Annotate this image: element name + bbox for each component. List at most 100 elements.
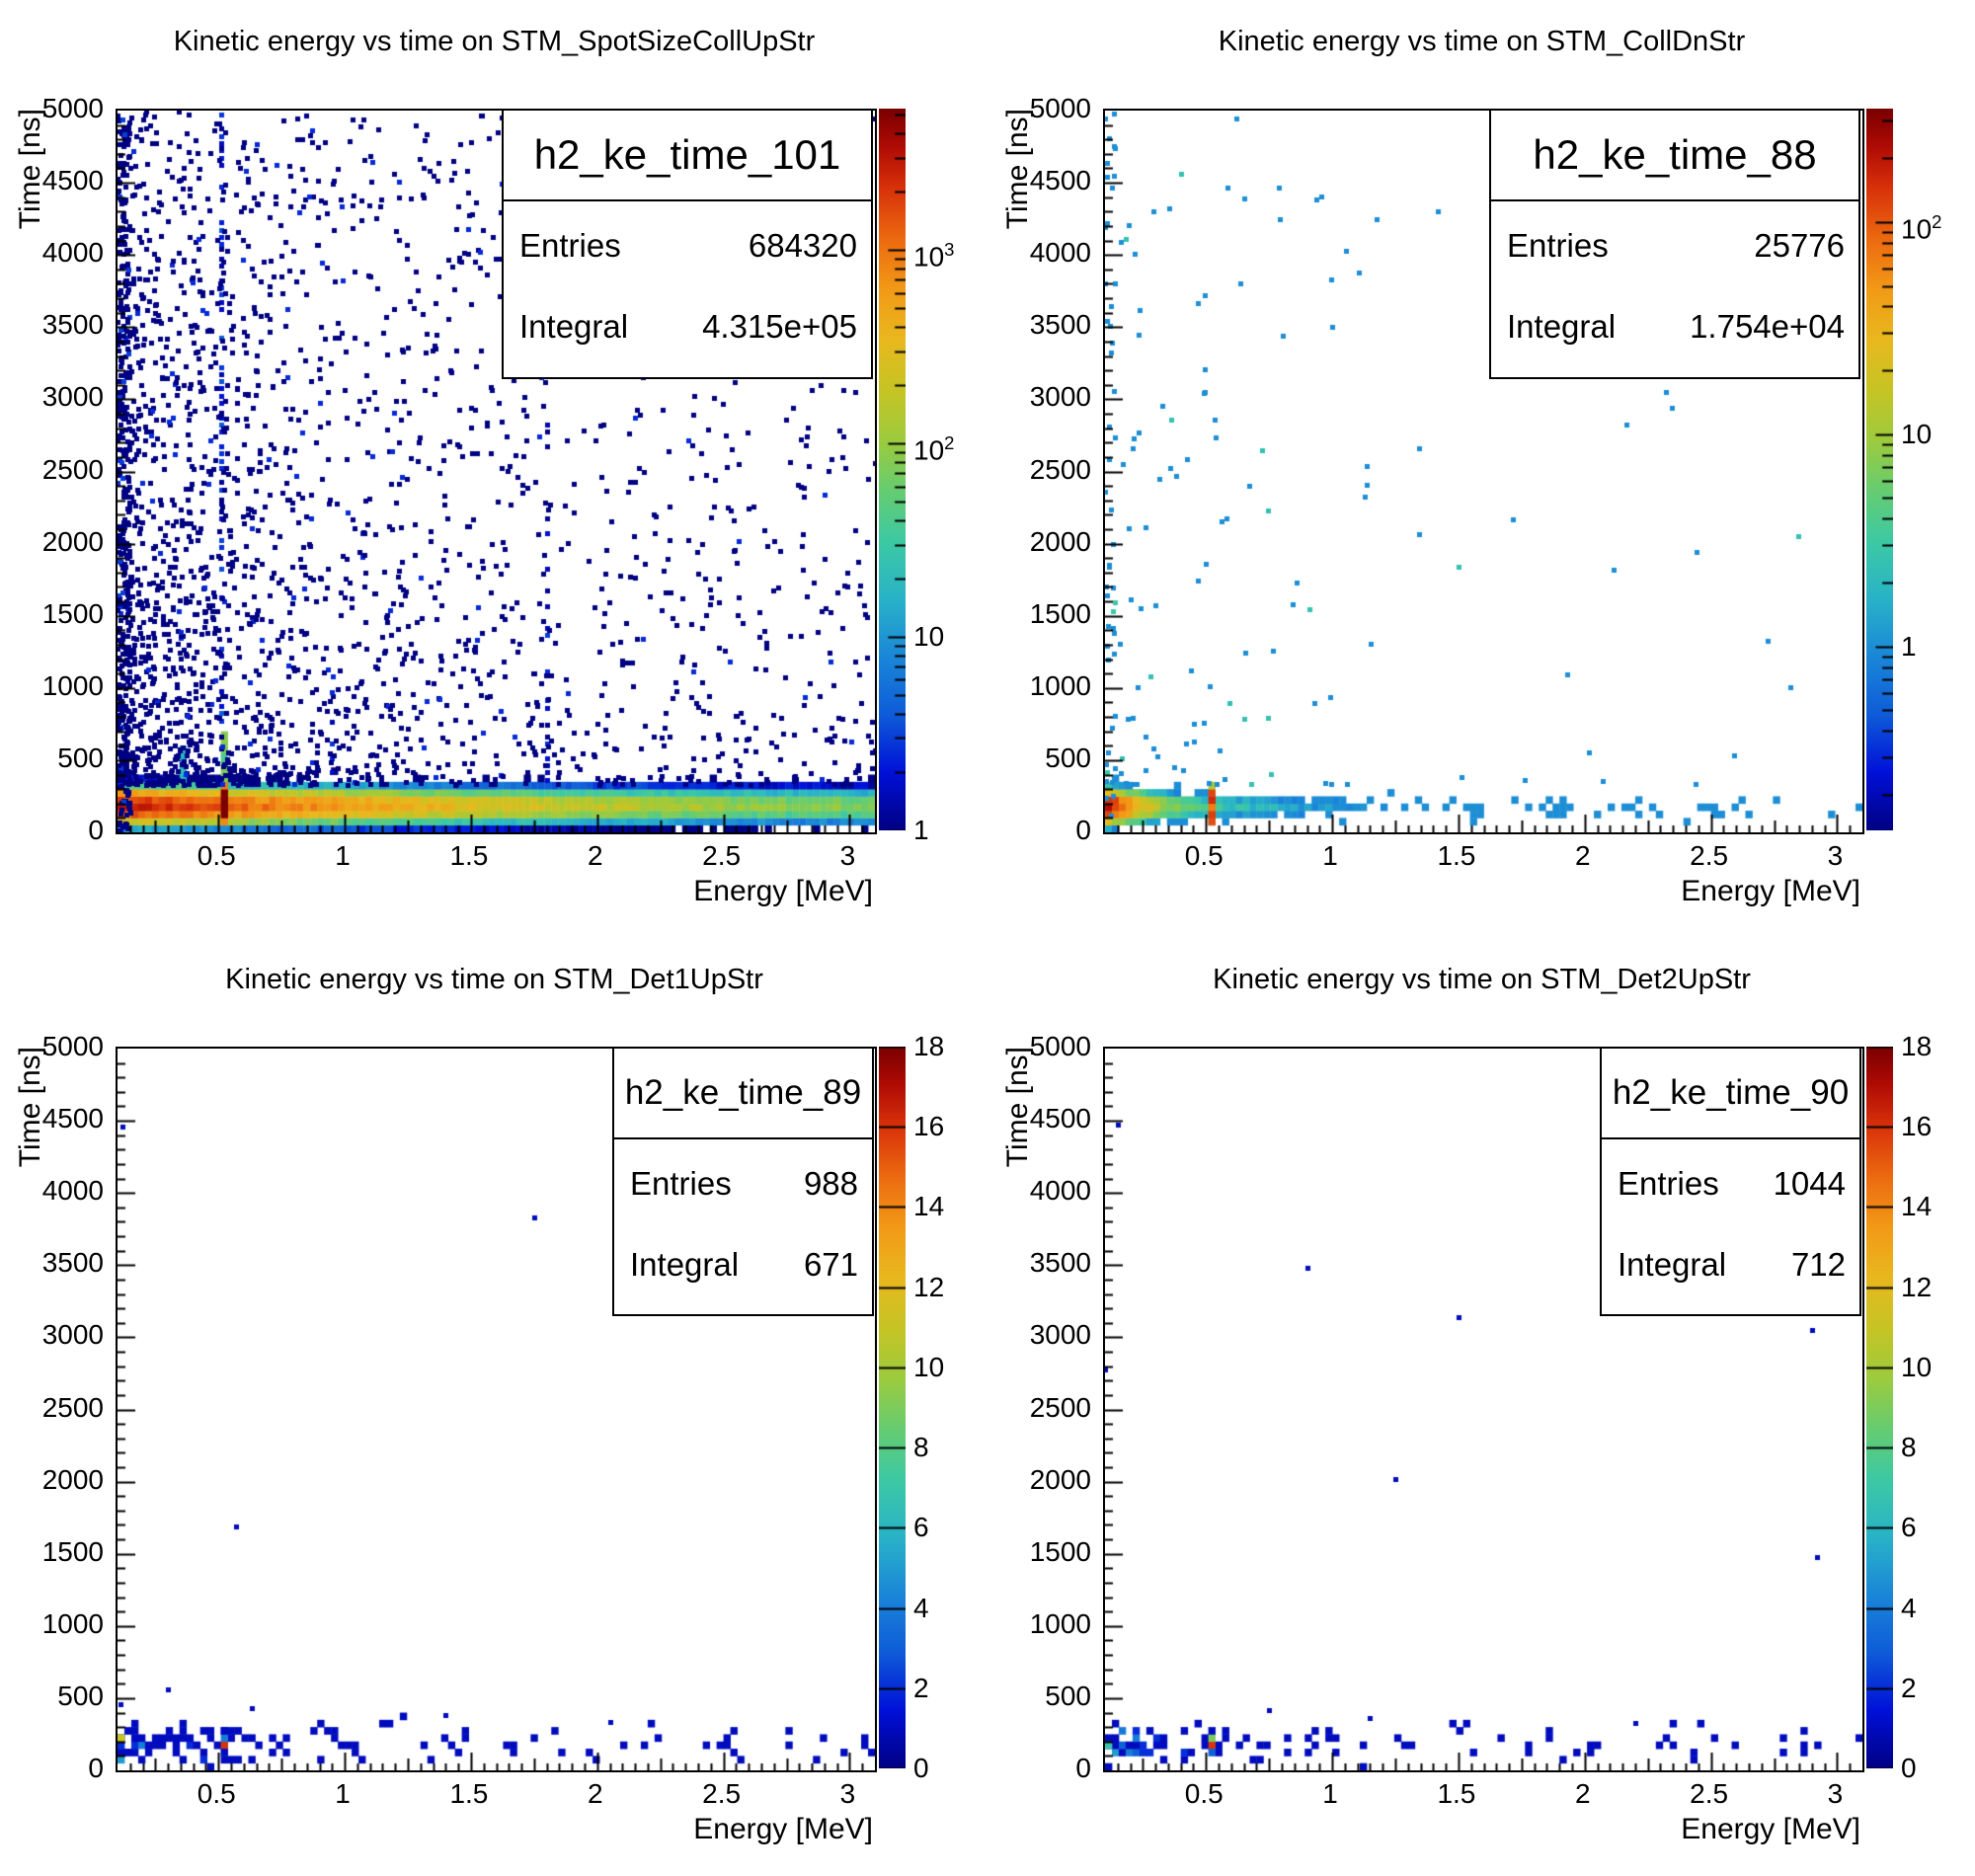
colorbar-tick-label: 102 xyxy=(1901,210,1942,245)
colorbar-tick-label: 14 xyxy=(913,1191,945,1222)
y-tick-label: 5000 xyxy=(1029,93,1091,123)
colorbar-tick-label: 16 xyxy=(913,1111,945,1142)
stats-integral-label: Integral xyxy=(519,308,629,345)
colorbar-tick-label: 16 xyxy=(1901,1111,1933,1142)
y-tick-label: 1500 xyxy=(1029,1535,1091,1567)
x-tick-label: 3 xyxy=(839,1778,856,1809)
y-tick-label: 2500 xyxy=(41,1391,104,1423)
y-tick-label: 2500 xyxy=(1029,453,1091,485)
stats-box: h2_ke_time_89 Entries 988 Integral 671 xyxy=(612,1047,874,1316)
y-tick-label: 500 xyxy=(1045,742,1091,773)
colorbar-tick-label: 4 xyxy=(913,1592,929,1623)
y-tick-label: 0 xyxy=(1075,1753,1091,1783)
y-tick-label: 1000 xyxy=(1029,669,1091,701)
stats-box: h2_ke_time_88 Entries 25776 Integral 1.754… xyxy=(1489,109,1860,379)
stats-histogram-name: h2_ke_time_90 xyxy=(1602,1049,1859,1139)
plot-title: Kinetic energy vs time on STM_CollDnStr xyxy=(1218,26,1746,57)
y-tick-label: 4000 xyxy=(41,237,104,269)
stats-entries-value: 25776 xyxy=(1754,227,1845,264)
x-axis-title: Energy [MeV] xyxy=(1681,875,1860,907)
y-tick-label: 4500 xyxy=(1029,165,1091,196)
y-tick-label: 3500 xyxy=(41,309,104,341)
y-tick-label: 2500 xyxy=(41,453,104,485)
y-tick-label: 3500 xyxy=(1029,1247,1091,1279)
stats-integral-value: 1.754e+04 xyxy=(1690,308,1845,345)
y-tick-label: 4500 xyxy=(41,165,104,196)
colorbar xyxy=(1866,1047,1893,1768)
y-tick-label: 3000 xyxy=(1029,1319,1091,1351)
colorbar-tick-label: 102 xyxy=(913,432,955,466)
y-tick-label: 0 xyxy=(88,1753,104,1783)
y-tick-label: 2000 xyxy=(41,525,104,557)
colorbar-tick-label: 18 xyxy=(1901,1031,1933,1061)
x-tick-label: 1 xyxy=(1322,840,1338,871)
y-tick-label: 0 xyxy=(1075,815,1091,845)
colorbar-tick-label: 2 xyxy=(1901,1672,1917,1703)
stats-integral-label: Integral xyxy=(630,1246,740,1283)
x-tick-label: 0.5 xyxy=(1184,840,1224,871)
colorbar-tick-label: 0 xyxy=(913,1753,929,1783)
x-tick-label: 1.5 xyxy=(1437,1778,1476,1809)
x-tick-label: 1 xyxy=(335,1778,351,1809)
y-tick-label: 3000 xyxy=(41,381,104,413)
stats-entries-value: 684320 xyxy=(748,227,857,264)
stats-integral-value: 671 xyxy=(803,1246,858,1283)
pad-det2upstr: Kinetic energy vs time on STM_Det2UpStr … xyxy=(988,938,1975,1876)
y-tick-label: 2000 xyxy=(1029,525,1091,557)
colorbar xyxy=(1866,109,1893,830)
x-tick-label: 1 xyxy=(1322,1778,1338,1809)
colorbar-tick-label: 6 xyxy=(913,1512,929,1543)
y-tick-label: 500 xyxy=(1045,1680,1091,1711)
stats-entries-label: Entries xyxy=(630,1165,732,1202)
x-tick-label: 0.5 xyxy=(1184,1778,1224,1809)
x-tick-label: 2.5 xyxy=(702,1778,742,1809)
y-tick-label: 1000 xyxy=(41,1607,104,1639)
stats-entries-value: 988 xyxy=(803,1165,858,1202)
colorbar-tick-label: 1 xyxy=(913,815,929,845)
y-tick-label: 5000 xyxy=(41,1031,104,1061)
y-tick-label: 5000 xyxy=(41,93,104,123)
stats-integral-value: 712 xyxy=(1790,1246,1846,1283)
x-tick-label: 1.5 xyxy=(449,1778,489,1809)
x-tick-label: 3 xyxy=(839,840,856,871)
x-tick-label: 3 xyxy=(1827,1778,1844,1809)
y-tick-label: 4000 xyxy=(1029,1175,1091,1207)
pad-colldnstr: Kinetic energy vs time on STM_CollDnStr … xyxy=(988,0,1975,938)
x-tick-label: 2 xyxy=(587,840,603,871)
x-tick-label: 2 xyxy=(1574,1778,1591,1809)
stats-integral-label: Integral xyxy=(1507,308,1617,345)
x-axis-title: Energy [MeV] xyxy=(693,1813,873,1845)
x-tick-label: 2.5 xyxy=(1690,840,1729,871)
x-tick-label: 3 xyxy=(1827,840,1844,871)
x-axis-title: Energy [MeV] xyxy=(1681,1813,1860,1845)
colorbar-tick-label: 103 xyxy=(913,239,955,273)
x-axis-title: Energy [MeV] xyxy=(693,875,873,907)
colorbar-tick-label: 4 xyxy=(1901,1592,1917,1623)
y-tick-label: 4000 xyxy=(1029,237,1091,269)
y-tick-label: 4500 xyxy=(1029,1103,1091,1134)
colorbar-tick-label: 14 xyxy=(1901,1191,1933,1222)
x-tick-label: 2.5 xyxy=(702,840,742,871)
stats-histogram-name: h2_ke_time_89 xyxy=(614,1049,872,1139)
stats-histogram-name: h2_ke_time_101 xyxy=(504,111,871,201)
stats-entries-value: 1044 xyxy=(1773,1165,1846,1202)
x-tick-label: 2 xyxy=(1574,840,1591,871)
y-tick-label: 4000 xyxy=(41,1175,104,1207)
y-tick-label: 0 xyxy=(88,815,104,845)
stats-integral-label: Integral xyxy=(1618,1246,1727,1283)
y-tick-label: 2000 xyxy=(1029,1463,1091,1495)
stats-box: h2_ke_time_90 Entries 1044 Integral 712 xyxy=(1600,1047,1861,1316)
stats-integral-value: 4.315e+05 xyxy=(702,308,857,345)
y-tick-label: 3000 xyxy=(41,1319,104,1351)
x-tick-label: 2.5 xyxy=(1690,1778,1729,1809)
y-tick-label: 1000 xyxy=(1029,1607,1091,1639)
plot-title: Kinetic energy vs time on STM_Det2UpStr xyxy=(1213,964,1751,995)
stats-entries-label: Entries xyxy=(1507,227,1609,264)
x-tick-label: 0.5 xyxy=(197,840,236,871)
x-tick-label: 1.5 xyxy=(449,840,489,871)
colorbar-tick-label: 10 xyxy=(913,621,945,653)
y-tick-label: 3500 xyxy=(1029,309,1091,341)
colorbar xyxy=(879,109,906,830)
colorbar-tick-label: 1 xyxy=(1901,630,1917,662)
